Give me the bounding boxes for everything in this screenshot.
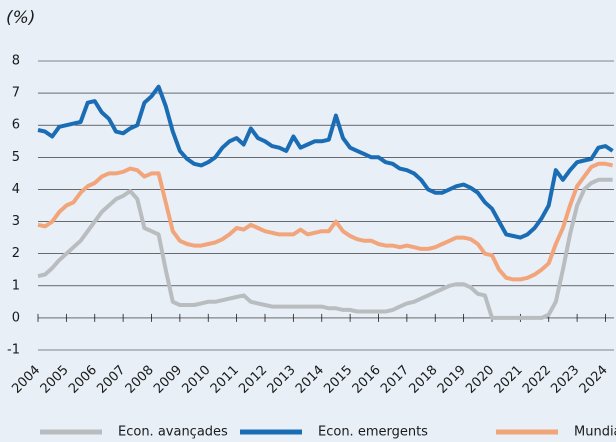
x-tick-label: 2010 — [180, 363, 214, 397]
legend-label: Econ. avançades — [118, 425, 228, 440]
series-line — [37, 177, 613, 320]
y-tick-label: 7 — [12, 86, 20, 101]
series-line — [37, 84, 614, 240]
y-tick-label: 8 — [12, 54, 20, 69]
x-tick-label: 2008 — [123, 363, 157, 397]
x-tick-label: 2014 — [293, 363, 327, 397]
legend-label: Econ. emergents — [318, 425, 428, 440]
chart-title: (%) — [6, 8, 35, 28]
x-tick-label: 2022 — [520, 363, 554, 397]
x-tick-label: 2005 — [38, 363, 72, 397]
legend-label: Mundial — [574, 425, 616, 440]
y-tick-label: 4 — [12, 182, 20, 197]
x-tick-label: 2016 — [350, 363, 384, 397]
y-tick-label: 5 — [12, 150, 20, 165]
x-tick-label: 2006 — [66, 363, 100, 397]
y-tick-label: -1 — [7, 343, 20, 358]
y-tick-label: 0 — [12, 310, 20, 325]
x-tick-label: 2015 — [321, 363, 355, 397]
x-tick-label: 2023 — [548, 363, 582, 397]
x-tick-label: 2004 — [9, 363, 43, 397]
x-tick-label: 2009 — [151, 363, 185, 397]
x-tick-label: 2020 — [463, 363, 497, 397]
x-tick-label: 2021 — [492, 363, 526, 397]
x-tick-label: 2013 — [265, 363, 299, 397]
x-tick-label: 2018 — [407, 363, 441, 397]
y-tick-label: 6 — [12, 118, 20, 133]
x-tick-label: 2012 — [236, 363, 270, 397]
x-tick-label: 2019 — [435, 363, 469, 397]
y-tick-label: 2 — [12, 246, 20, 261]
y-tick-label: 3 — [12, 214, 20, 229]
x-tick-label: 2011 — [208, 363, 242, 397]
y-tick-label: 1 — [12, 278, 20, 293]
x-tick-label: 2024 — [577, 363, 611, 397]
series-line — [37, 161, 614, 282]
x-tick-label: 2007 — [94, 363, 128, 397]
x-tick-label: 2017 — [378, 363, 412, 397]
